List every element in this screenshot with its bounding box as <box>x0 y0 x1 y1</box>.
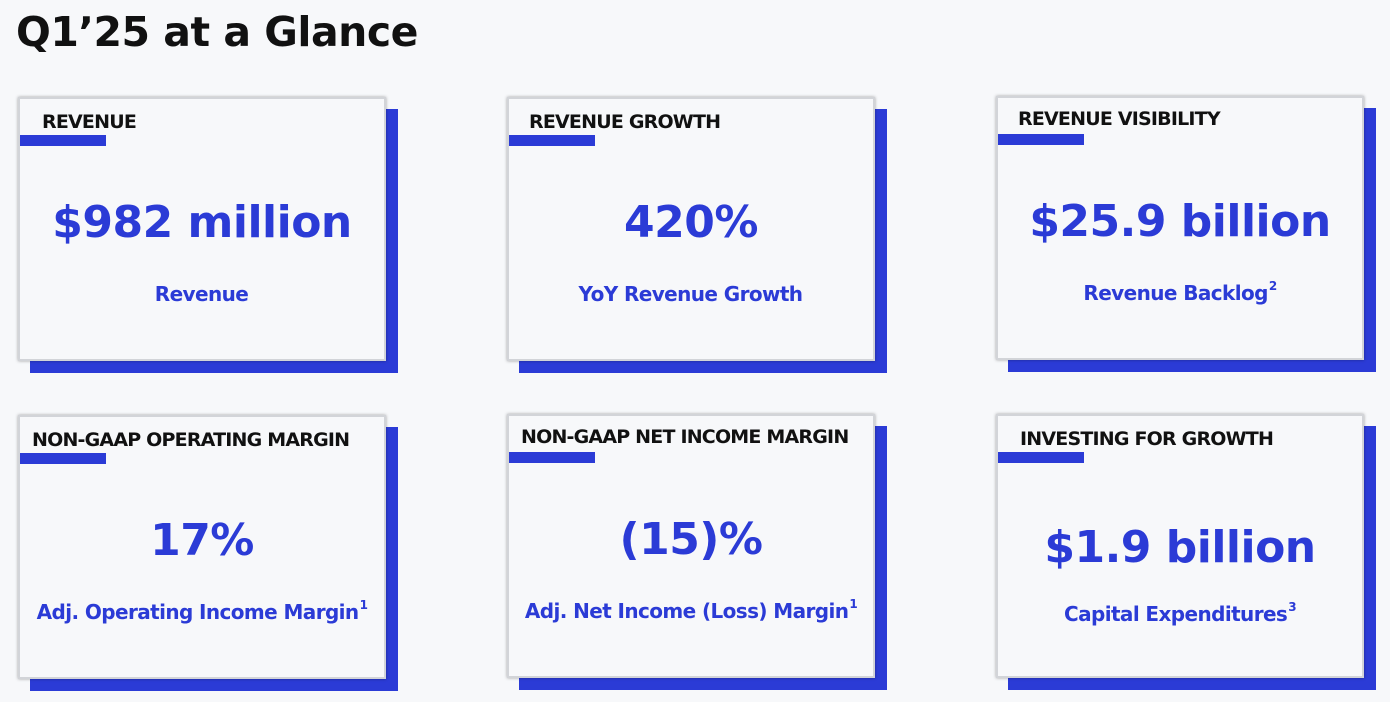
card-subtitle: Revenue Backlog2 <box>998 279 1362 305</box>
footnote-marker: 3 <box>1288 600 1296 614</box>
card-accent-bar <box>998 134 1084 145</box>
card-subtitle: Revenue <box>20 282 384 306</box>
card-subtitle: Adj. Operating Income Margin1 <box>20 598 384 624</box>
card-subtitle-text: Revenue <box>154 282 249 306</box>
card-body: NON-GAAP NET INCOME MARGIN (15)% Adj. Ne… <box>507 414 875 678</box>
card-value: 420% <box>624 197 758 248</box>
card-body: REVENUE $982 million Revenue <box>18 97 386 361</box>
card-body: INVESTING FOR GROWTH $1.9 billion Capita… <box>996 414 1364 678</box>
card-label: NON-GAAP OPERATING MARGIN <box>32 429 350 451</box>
card-accent-bar <box>509 452 595 463</box>
metric-card-revenue-visibility: REVENUE VISIBILITY $25.9 billion Revenue… <box>996 96 1376 372</box>
card-accent-bar <box>20 135 106 146</box>
card-subtitle: YoY Revenue Growth <box>509 282 873 306</box>
card-body: REVENUE GROWTH 420% YoY Revenue Growth <box>507 97 875 361</box>
card-subtitle: Adj. Net Income (Loss) Margin1 <box>509 597 873 623</box>
card-label: NON-GAAP NET INCOME MARGIN <box>521 426 849 448</box>
card-value: $982 million <box>52 197 352 248</box>
card-label: REVENUE VISIBILITY <box>1018 108 1221 130</box>
card-value: $25.9 billion <box>1029 196 1331 247</box>
page-title: Q1’25 at a Glance <box>16 8 418 56</box>
footnote-marker: 1 <box>359 598 368 612</box>
metric-card-operating-margin: NON-GAAP OPERATING MARGIN 17% Adj. Opera… <box>18 415 398 691</box>
card-body: REVENUE VISIBILITY $25.9 billion Revenue… <box>996 96 1364 360</box>
card-accent-bar <box>998 452 1084 463</box>
metric-card-net-income-margin: NON-GAAP NET INCOME MARGIN (15)% Adj. Ne… <box>507 414 887 690</box>
card-value: $1.9 billion <box>1044 522 1316 573</box>
card-subtitle-text: Capital Expenditures <box>1064 602 1288 626</box>
card-accent-bar <box>20 453 106 464</box>
footnote-marker: 2 <box>1268 279 1277 293</box>
metric-card-revenue: REVENUE $982 million Revenue <box>18 97 398 373</box>
card-body: NON-GAAP OPERATING MARGIN 17% Adj. Opera… <box>18 415 386 679</box>
card-label: REVENUE GROWTH <box>529 111 721 133</box>
card-accent-bar <box>509 135 595 146</box>
card-subtitle-text: Adj. Net Income (Loss) Margin <box>524 599 849 623</box>
card-subtitle-text: Adj. Operating Income Margin <box>36 600 360 624</box>
footnote-marker: 1 <box>849 597 858 611</box>
metric-card-revenue-growth: REVENUE GROWTH 420% YoY Revenue Growth <box>507 97 887 373</box>
metric-card-investing-for-growth: INVESTING FOR GROWTH $1.9 billion Capita… <box>996 414 1376 690</box>
card-label: INVESTING FOR GROWTH <box>1020 428 1274 450</box>
card-value: (15)% <box>619 514 763 565</box>
card-value: 17% <box>150 515 254 566</box>
card-subtitle-text: Revenue Backlog <box>1083 281 1268 305</box>
card-subtitle-text: YoY Revenue Growth <box>578 282 804 306</box>
card-label: REVENUE <box>42 111 137 133</box>
card-subtitle: Capital Expenditures3 <box>998 600 1362 626</box>
